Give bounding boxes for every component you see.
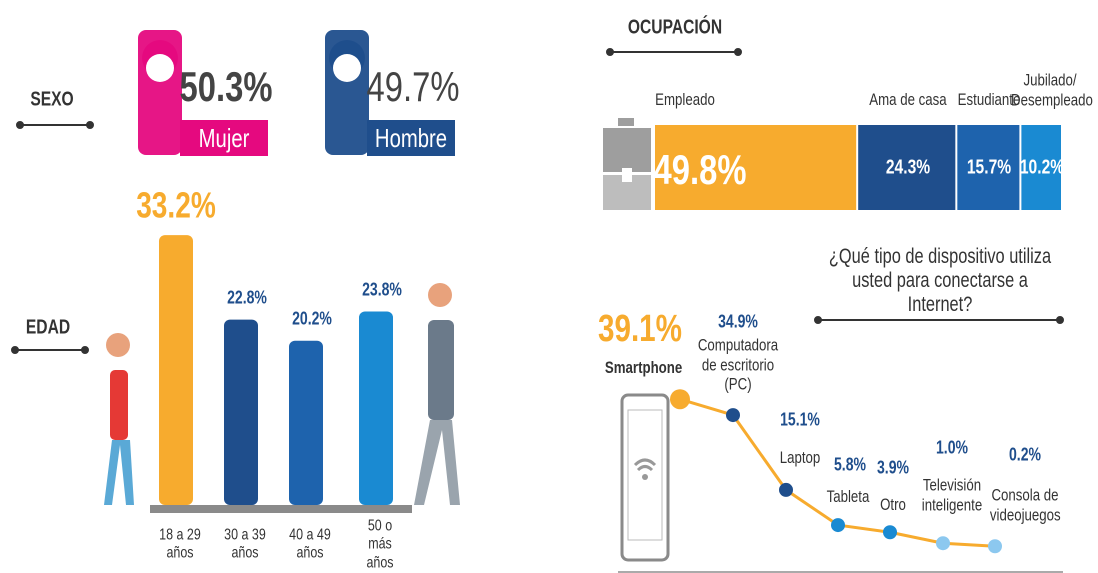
value-label: 49.8% — [654, 146, 747, 194]
value-label: 33.2% — [136, 184, 216, 225]
value-label: 20.2% — [292, 308, 332, 329]
category-label: Hombre — [375, 124, 447, 154]
icon-face — [333, 54, 361, 82]
point — [988, 539, 1002, 553]
category-label: Smartphone — [605, 358, 675, 378]
category-label: Laptop — [777, 448, 824, 468]
adult-figure — [414, 283, 460, 505]
value-label: 0.2% — [1009, 445, 1041, 466]
legend-label: Jubilado/ Desempleado — [1011, 70, 1089, 109]
category-label: Otro — [877, 495, 908, 515]
point — [726, 408, 740, 422]
section-title: EDAD — [26, 317, 70, 340]
value-label: 1.0% — [936, 438, 968, 459]
category-label: Mujer — [199, 124, 250, 154]
question-title: ¿Qué tipo de dispositivo utiliza usted p… — [823, 245, 1057, 317]
bar — [159, 235, 193, 505]
value-label: 5.8% — [834, 455, 866, 476]
phone-icon — [622, 395, 668, 560]
value-label: 34.9% — [718, 312, 758, 333]
bar — [359, 312, 393, 505]
section-title: SEXO — [30, 89, 73, 112]
bar — [224, 320, 258, 505]
category-label: Tableta — [825, 487, 872, 507]
point — [883, 525, 897, 539]
icon-face — [146, 54, 174, 82]
category-label: Consola de videojuegos — [990, 485, 1060, 524]
infographic: SEXO 50.3% Mujer 49.7% Hombre EDAD 33.2% 18 a 2… — [0, 0, 1098, 573]
child-figure — [104, 333, 134, 505]
category-label: 50 o más años — [357, 517, 402, 572]
value-label: 22.8% — [227, 287, 267, 308]
category-label: Computadora de escritorio (PC) — [695, 336, 781, 395]
value-label: 50.3% — [180, 63, 273, 111]
point — [670, 389, 690, 409]
category-label: Televisión inteligente — [921, 475, 983, 514]
section-title: OCUPACIÓN — [628, 17, 722, 40]
legend-label: Empleado — [634, 90, 735, 110]
bar — [289, 341, 323, 505]
value-label: 15.1% — [780, 410, 820, 431]
icon-body — [138, 30, 182, 155]
value-label: 39.1% — [598, 308, 682, 352]
value-label: 24.3% — [886, 157, 930, 180]
value-label: 10.2% — [1020, 157, 1064, 180]
point — [936, 536, 950, 550]
category-label: 40 a 49 años — [287, 527, 332, 564]
point — [779, 483, 793, 497]
icon-body — [325, 30, 369, 155]
category-label: 18 a 29 años — [157, 527, 202, 564]
value-label: 3.9% — [877, 458, 909, 479]
value-label: 49.7% — [367, 63, 460, 111]
value-label: 15.7% — [967, 157, 1011, 180]
point — [831, 518, 845, 532]
value-label: 23.8% — [362, 279, 402, 300]
briefcase-icon — [603, 118, 651, 210]
category-label: 30 a 39 años — [222, 527, 267, 564]
